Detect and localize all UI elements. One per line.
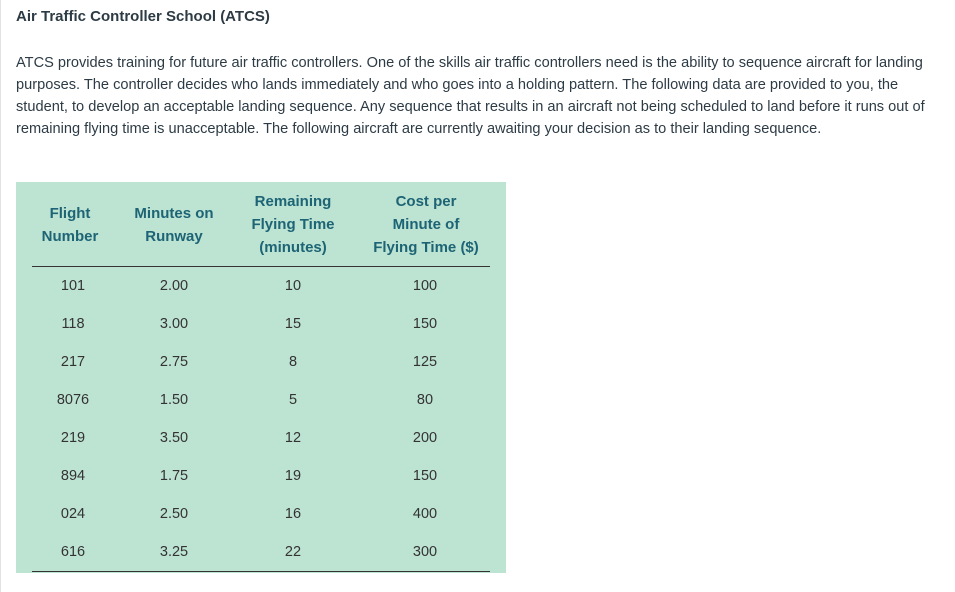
remaining-flying-time-cell: 16 <box>284 506 302 522</box>
header-line: Flight <box>49 205 91 222</box>
cost-per-minute-cell: 80 <box>416 392 434 408</box>
flight-number-cell: 8076 <box>56 392 90 408</box>
cost-per-minute-cell: 100 <box>412 278 438 294</box>
minutes-on-runway-cell: 3.50 <box>159 430 189 446</box>
header-line: Number <box>41 228 99 245</box>
header-line: Flying Time <box>251 216 335 233</box>
page-left-border <box>0 0 1 592</box>
remaining-flying-time-cell: 22 <box>284 544 302 560</box>
cost-per-minute-cell: 300 <box>412 544 438 560</box>
flight-number-cell: 616 <box>60 544 86 560</box>
flight-number-cell: 894 <box>60 468 86 484</box>
minutes-on-runway-cell: 2.00 <box>159 278 189 294</box>
remaining-flying-time-cell: 12 <box>284 430 302 446</box>
cost-per-minute-cell: 125 <box>412 354 438 370</box>
flight-number-cell: 024 <box>60 506 86 522</box>
header-flight-number: Flight Number <box>24 202 116 248</box>
remaining-flying-time-cell: 10 <box>284 278 302 294</box>
minutes-on-runway-cell: 3.00 <box>159 316 189 332</box>
flight-number-cell: 217 <box>60 354 86 370</box>
header-line: (minutes) <box>259 239 327 256</box>
header-line: Runway <box>145 228 203 245</box>
header-divider <box>32 266 490 267</box>
minutes-on-runway-cell: 2.75 <box>159 354 189 370</box>
header-line: Minutes on <box>134 205 214 222</box>
header-line: Minute of <box>392 216 460 233</box>
flight-number-cell: 101 <box>60 278 86 294</box>
cost-per-minute-cell: 150 <box>412 316 438 332</box>
minutes-on-runway-cell: 1.50 <box>159 392 189 408</box>
flight-table: Flight Number Minutes on Runway Remainin… <box>16 182 506 573</box>
header-line: Remaining <box>254 193 332 210</box>
remaining-flying-time-cell: 19 <box>284 468 302 484</box>
remaining-flying-time-cell: 8 <box>288 354 298 370</box>
remaining-flying-time-cell: 5 <box>288 392 298 408</box>
minutes-on-runway-cell: 1.75 <box>159 468 189 484</box>
page-title: Air Traffic Controller School (ATCS) <box>16 8 270 25</box>
header-remaining-flying-time: Remaining Flying Time (minutes) <box>233 190 353 259</box>
minutes-on-runway-cell: 2.50 <box>159 506 189 522</box>
header-line: Flying Time ($) <box>373 239 479 256</box>
header-line: Cost per <box>395 193 457 210</box>
minutes-on-runway-cell: 3.25 <box>159 544 189 560</box>
intro-paragraph: ATCS provides training for future air tr… <box>16 55 925 137</box>
flight-number-cell: 219 <box>60 430 86 446</box>
cost-per-minute-cell: 200 <box>412 430 438 446</box>
flight-number-cell: 118 <box>61 316 85 332</box>
table-bottom-rule <box>32 571 490 572</box>
header-cost-per-minute: Cost per Minute of Flying Time ($) <box>360 190 492 259</box>
cost-per-minute-cell: 400 <box>412 506 438 522</box>
remaining-flying-time-cell: 15 <box>284 316 302 332</box>
header-minutes-on-runway: Minutes on Runway <box>124 202 224 248</box>
cost-per-minute-cell: 150 <box>412 468 438 484</box>
